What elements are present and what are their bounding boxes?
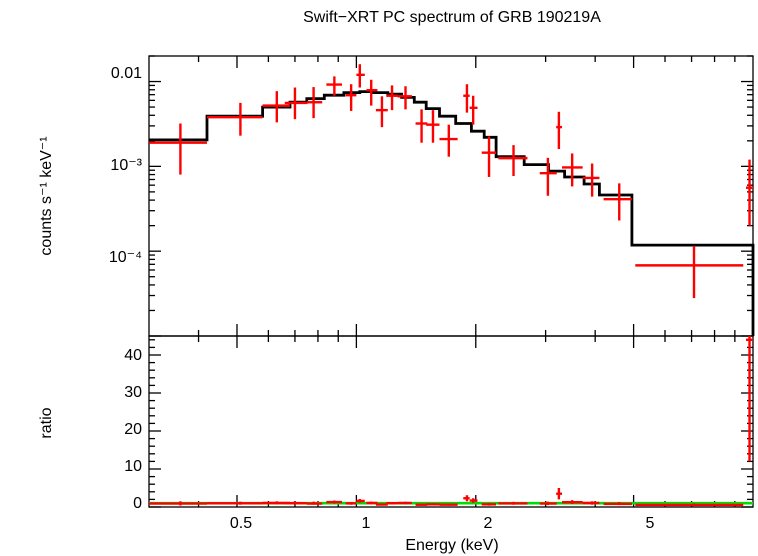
ratio-panel: 0 10 20 30 40 ratio 0.5 1 2 5 Energy (ke… (38, 335, 754, 554)
ratio-point (603, 502, 632, 506)
ratio-tick-label-40: 40 (124, 347, 142, 364)
data-point (498, 145, 528, 176)
data-point (439, 124, 458, 157)
ratio-point (366, 501, 378, 505)
data-point (375, 96, 388, 128)
ratio-point (326, 500, 343, 504)
x-tick-label-2: 2 (484, 515, 493, 532)
y-axis-label-ratio: ratio (38, 407, 55, 438)
y-tick-label-1e-3: 10⁻³ (110, 157, 142, 174)
ratio-point (375, 503, 388, 506)
spectrum-panel: 0.01 10⁻³ 10⁻⁴ counts s⁻¹ keV⁻¹ (38, 55, 755, 337)
ratio-point (498, 501, 528, 505)
ratio-tick-label-20: 20 (124, 421, 142, 438)
data-point (481, 136, 497, 177)
data-point (206, 102, 263, 136)
ratio-frame (148, 335, 754, 508)
ratio-point (306, 501, 323, 505)
ratio-point (426, 503, 440, 506)
y-tick-label-1e-4: 10⁻⁴ (109, 249, 142, 266)
data-point (306, 87, 323, 119)
data-point (582, 163, 600, 197)
data-point (149, 123, 207, 175)
data-point (469, 95, 478, 125)
ratio-point (415, 503, 428, 506)
ratio-tick-label-0: 0 (133, 495, 142, 512)
chart-title: Swift−XRT PC spectrum of GRB 190219A (303, 9, 601, 26)
data-point (463, 84, 470, 113)
ratio-point (745, 336, 753, 462)
data-point (386, 85, 398, 111)
x-tick-label-1: 1 (362, 515, 371, 532)
ratio-point (463, 495, 470, 502)
data-point (356, 64, 365, 88)
spectrum-frame (148, 55, 754, 337)
data-point (262, 91, 290, 123)
ratio-tick-label-30: 30 (124, 384, 142, 401)
data-point (284, 87, 307, 120)
ratio-point (356, 499, 365, 503)
data-point (556, 111, 563, 150)
ratio-point (345, 502, 357, 505)
ratio-point (149, 501, 207, 506)
ratio-point (206, 501, 263, 505)
data-point (366, 79, 378, 106)
ratio-tick-label-10: 10 (124, 458, 142, 475)
data-point (745, 159, 753, 226)
data-point (603, 183, 632, 221)
ratio-point (284, 501, 307, 505)
ratio-ticks (149, 336, 753, 508)
y-axis-label-spectrum: counts s⁻¹ keV⁻¹ (38, 136, 55, 255)
y-tick-label-0.01: 0.01 (111, 65, 142, 82)
model-series-line (149, 90, 755, 336)
ratio-point (439, 503, 458, 506)
x-tick-label-5: 5 (646, 515, 655, 532)
data-point (635, 246, 744, 299)
ratio-point (397, 501, 412, 505)
data-point (539, 157, 557, 196)
ratio-point (469, 498, 478, 503)
ratio-point (582, 501, 600, 505)
spectrum-ticks (149, 55, 753, 337)
data-point (345, 84, 357, 111)
ratio-point (539, 501, 557, 506)
data-point (397, 86, 412, 110)
ratio-point (481, 503, 497, 506)
data-point (415, 109, 428, 143)
data-point (562, 153, 583, 187)
ratio-point (635, 503, 744, 507)
ratio-point (386, 502, 398, 505)
ratio-data-points (149, 336, 753, 507)
ratio-point (562, 500, 583, 504)
data-point (326, 76, 343, 96)
x-tick-label-0.5: 0.5 (230, 515, 252, 532)
data-point (426, 110, 440, 143)
model-step-line (149, 90, 755, 336)
spectrum-data-points (149, 64, 753, 299)
x-axis-label: Energy (keV) (405, 537, 498, 554)
ratio-point (556, 488, 563, 500)
